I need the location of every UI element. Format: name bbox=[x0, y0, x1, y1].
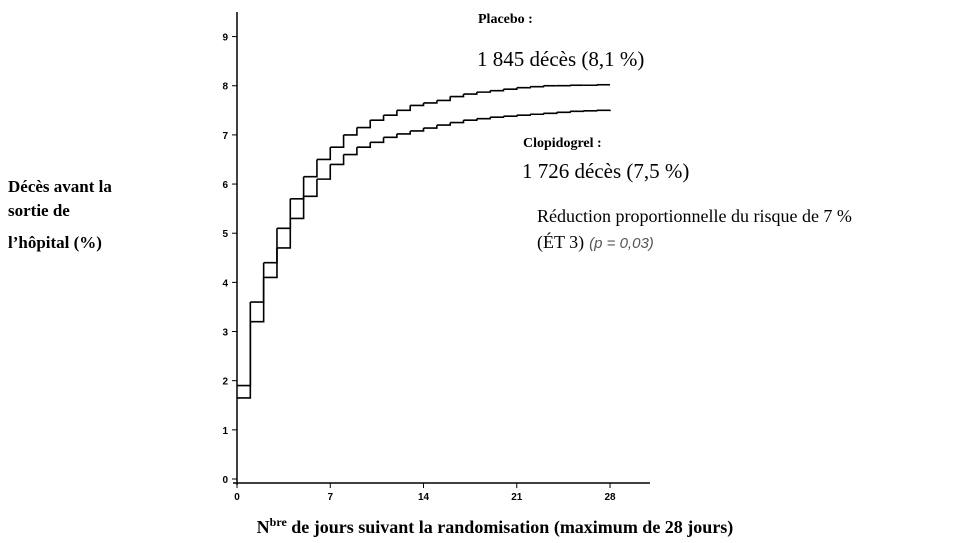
step-segment bbox=[436, 96, 451, 102]
annotation: 1 726 décès (7,5 %) bbox=[522, 159, 689, 183]
y-tick-label: 9 bbox=[222, 33, 228, 44]
step-segment bbox=[476, 90, 491, 93]
step-segment bbox=[516, 114, 531, 117]
step-segment bbox=[516, 86, 531, 89]
step-segment bbox=[383, 133, 398, 139]
step-segment bbox=[383, 110, 398, 117]
step-segment bbox=[370, 137, 385, 144]
step-segment bbox=[410, 102, 425, 107]
x-tick-label: 28 bbox=[604, 492, 616, 503]
step-segment bbox=[237, 302, 252, 387]
step-segment bbox=[263, 228, 278, 264]
step-segment bbox=[543, 112, 558, 115]
step-segment bbox=[330, 134, 345, 148]
annotation-part: (p = 0,03) bbox=[589, 235, 654, 252]
step-segment bbox=[530, 113, 545, 116]
step-segment bbox=[343, 147, 358, 156]
step-segment bbox=[250, 262, 265, 303]
step-segment bbox=[250, 277, 265, 323]
step-segment bbox=[276, 198, 292, 230]
y-tick-label: 5 bbox=[222, 229, 228, 240]
step-segment bbox=[396, 105, 411, 112]
annotation: 1 845 décès (8,1 %) bbox=[477, 47, 644, 71]
y-axis-label: sortie de bbox=[8, 201, 70, 220]
step-segment bbox=[303, 179, 318, 198]
step-segment bbox=[290, 176, 305, 200]
x-tick-label: 0 bbox=[234, 492, 240, 503]
step-segment bbox=[237, 321, 252, 399]
step-segment bbox=[410, 128, 425, 132]
plot: 0 1 2 3 4 5 6 7 8 9 0 7 14 21 28 bbox=[222, 12, 650, 503]
step-segment bbox=[370, 115, 385, 121]
x-axis-label-sup: bre bbox=[270, 515, 288, 529]
y-tick-label: 8 bbox=[222, 82, 228, 93]
x-axis-label-part: de jours suivant la randomisation (maxim… bbox=[287, 517, 734, 538]
y-axis-label: l’hôpital (%) bbox=[8, 233, 102, 252]
step-segment bbox=[316, 147, 332, 161]
step-segment bbox=[463, 92, 478, 95]
y-tick-label: 2 bbox=[222, 377, 228, 388]
step-segment bbox=[490, 116, 505, 118]
annotation: Placebo : bbox=[478, 12, 533, 27]
step-segment bbox=[450, 120, 465, 124]
y-tick-label: 1 bbox=[222, 426, 228, 437]
x-tick-label: 21 bbox=[511, 492, 523, 503]
x-axis-label: Nbre de jours suivant la randomisation (… bbox=[257, 515, 734, 538]
step-segment bbox=[503, 115, 518, 118]
y-tick-label: 3 bbox=[222, 328, 228, 339]
x-axis-label-part: N bbox=[257, 517, 270, 537]
step-segment bbox=[330, 154, 345, 166]
step-segment bbox=[556, 111, 571, 114]
step-segment bbox=[476, 117, 491, 120]
step-segment bbox=[463, 118, 478, 121]
y-tick-label: 6 bbox=[222, 180, 228, 191]
annotation: Réduction proportionnelle du risque de 7… bbox=[537, 206, 852, 226]
step-segment bbox=[423, 100, 438, 104]
step-segment bbox=[530, 85, 545, 88]
y-tick-label: 4 bbox=[222, 278, 228, 289]
annotation-part: (ÉT 3) bbox=[537, 231, 584, 253]
y-tick-label: 7 bbox=[222, 131, 228, 142]
y-axis-label: Décès avant la bbox=[8, 177, 112, 196]
step-segment bbox=[436, 122, 451, 126]
y-tick-label: 0 bbox=[222, 475, 228, 486]
annotation: Clopidogrel : bbox=[523, 136, 602, 151]
step-segment bbox=[276, 218, 292, 249]
step-segment bbox=[503, 87, 518, 90]
step-segment bbox=[356, 142, 372, 148]
step-segment bbox=[263, 247, 278, 279]
step-segment bbox=[343, 127, 358, 136]
step-segment bbox=[303, 159, 318, 178]
step-segment bbox=[316, 164, 332, 180]
step-segment bbox=[423, 125, 438, 129]
step-segment bbox=[450, 94, 465, 98]
x-tick-label: 7 bbox=[327, 492, 333, 503]
step-segment bbox=[290, 196, 305, 220]
step-segment bbox=[396, 130, 411, 135]
step-segment bbox=[490, 89, 505, 92]
annotation: (ÉT 3) (p = 0,03) bbox=[537, 231, 654, 253]
x-tick-label: 14 bbox=[418, 492, 430, 503]
step-segment bbox=[356, 120, 372, 129]
